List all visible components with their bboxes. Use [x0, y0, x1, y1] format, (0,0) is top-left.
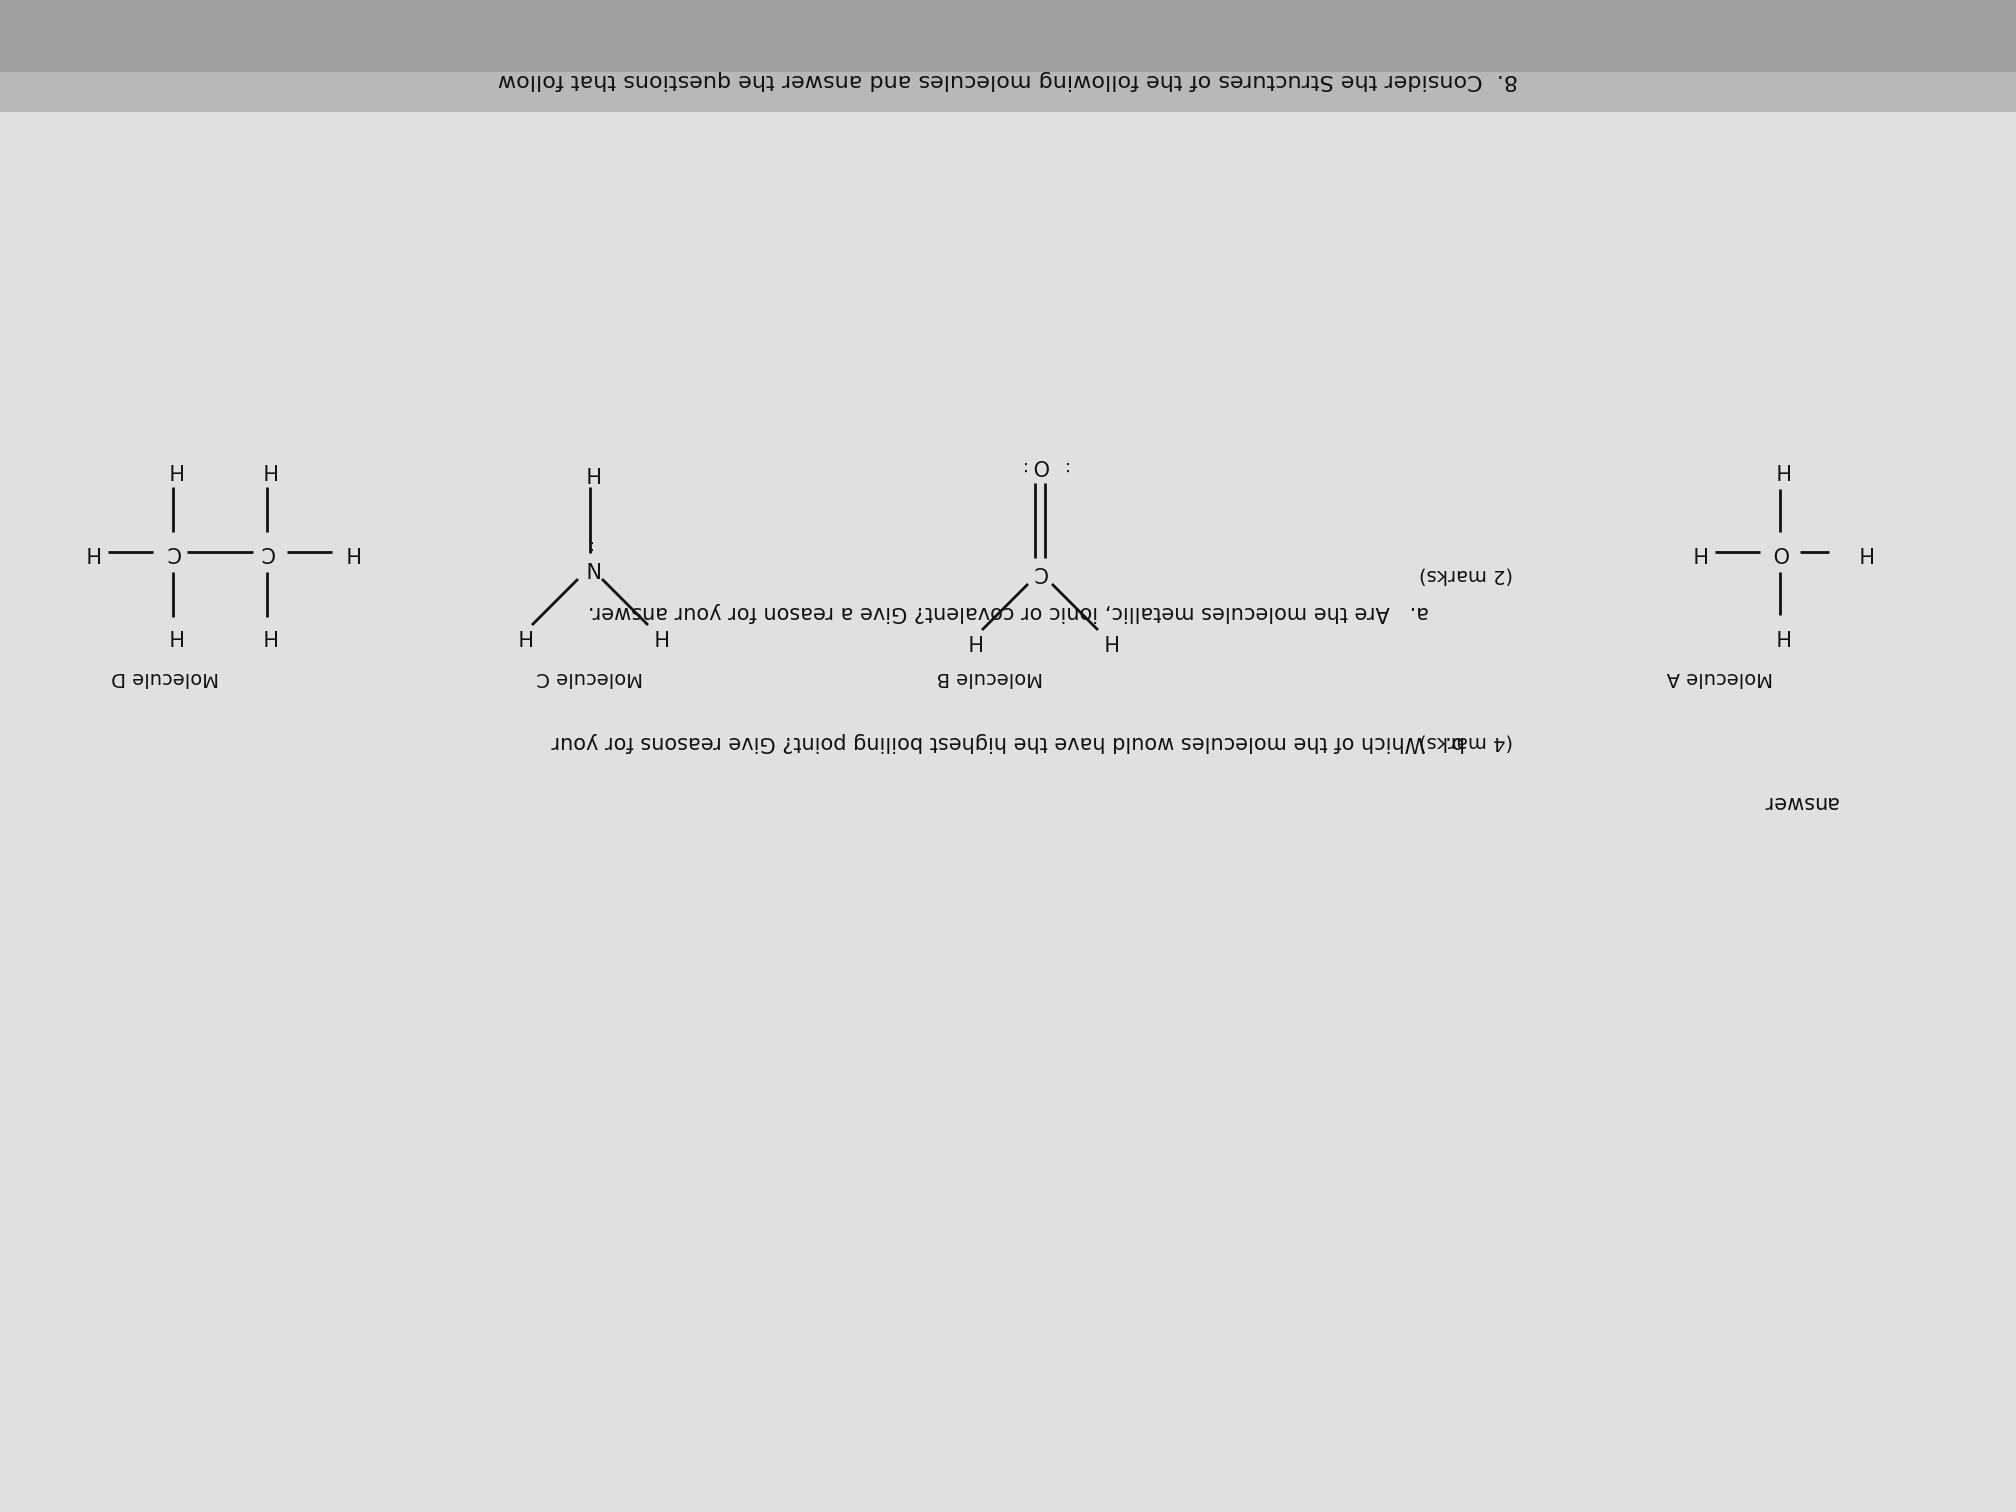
Text: H: H [260, 460, 274, 479]
Text: H: H [1689, 541, 1706, 562]
Text: H: H [1772, 460, 1788, 479]
Text: :: : [1060, 457, 1066, 475]
Text: H: H [964, 631, 980, 650]
Text: H: H [165, 460, 181, 479]
Bar [0, 0, 2016, 73]
Text: N: N [583, 556, 599, 578]
Text: H: H [1101, 631, 1115, 650]
Text: C: C [260, 541, 274, 562]
Text: b.   Which of the molecules would have the highest boiling point? Give reasons f: b. Which of the molecules would have the… [550, 732, 1466, 751]
Text: H: H [583, 463, 599, 482]
Text: H: H [83, 541, 99, 562]
Text: 8.  Consider the Structures of the following molecules and answer the questions : 8. Consider the Structures of the follow… [498, 70, 1518, 91]
Text: H: H [651, 624, 665, 646]
Text: a.   Are the molecules metallic, ionic or covalent? Give a reason for your answe: a. Are the molecules metallic, ionic or … [587, 602, 1429, 621]
Text: O: O [1772, 541, 1788, 562]
Text: H: H [514, 624, 530, 646]
Text: Molecule D: Molecule D [111, 667, 220, 686]
Text: Molecule B: Molecule B [937, 667, 1042, 686]
Bar [0, 73, 2016, 112]
Text: :: : [1018, 457, 1024, 475]
Text: Molecule C: Molecule C [536, 667, 643, 686]
Text: H: H [1772, 624, 1788, 646]
Text: H: H [260, 624, 274, 646]
Text: H: H [165, 624, 181, 646]
Text: O: O [1032, 455, 1048, 475]
Text: H: H [1855, 541, 1871, 562]
Text: H: H [343, 541, 357, 562]
Text: (2 marks): (2 marks) [1419, 565, 1512, 585]
Text: C: C [1032, 562, 1046, 582]
Text: answer: answer [1762, 792, 1839, 812]
Text: Molecule A: Molecule A [1667, 667, 1774, 686]
Text: (4 marks): (4 marks) [1419, 732, 1512, 751]
Text: :: : [585, 535, 591, 553]
Text: C: C [165, 541, 179, 562]
